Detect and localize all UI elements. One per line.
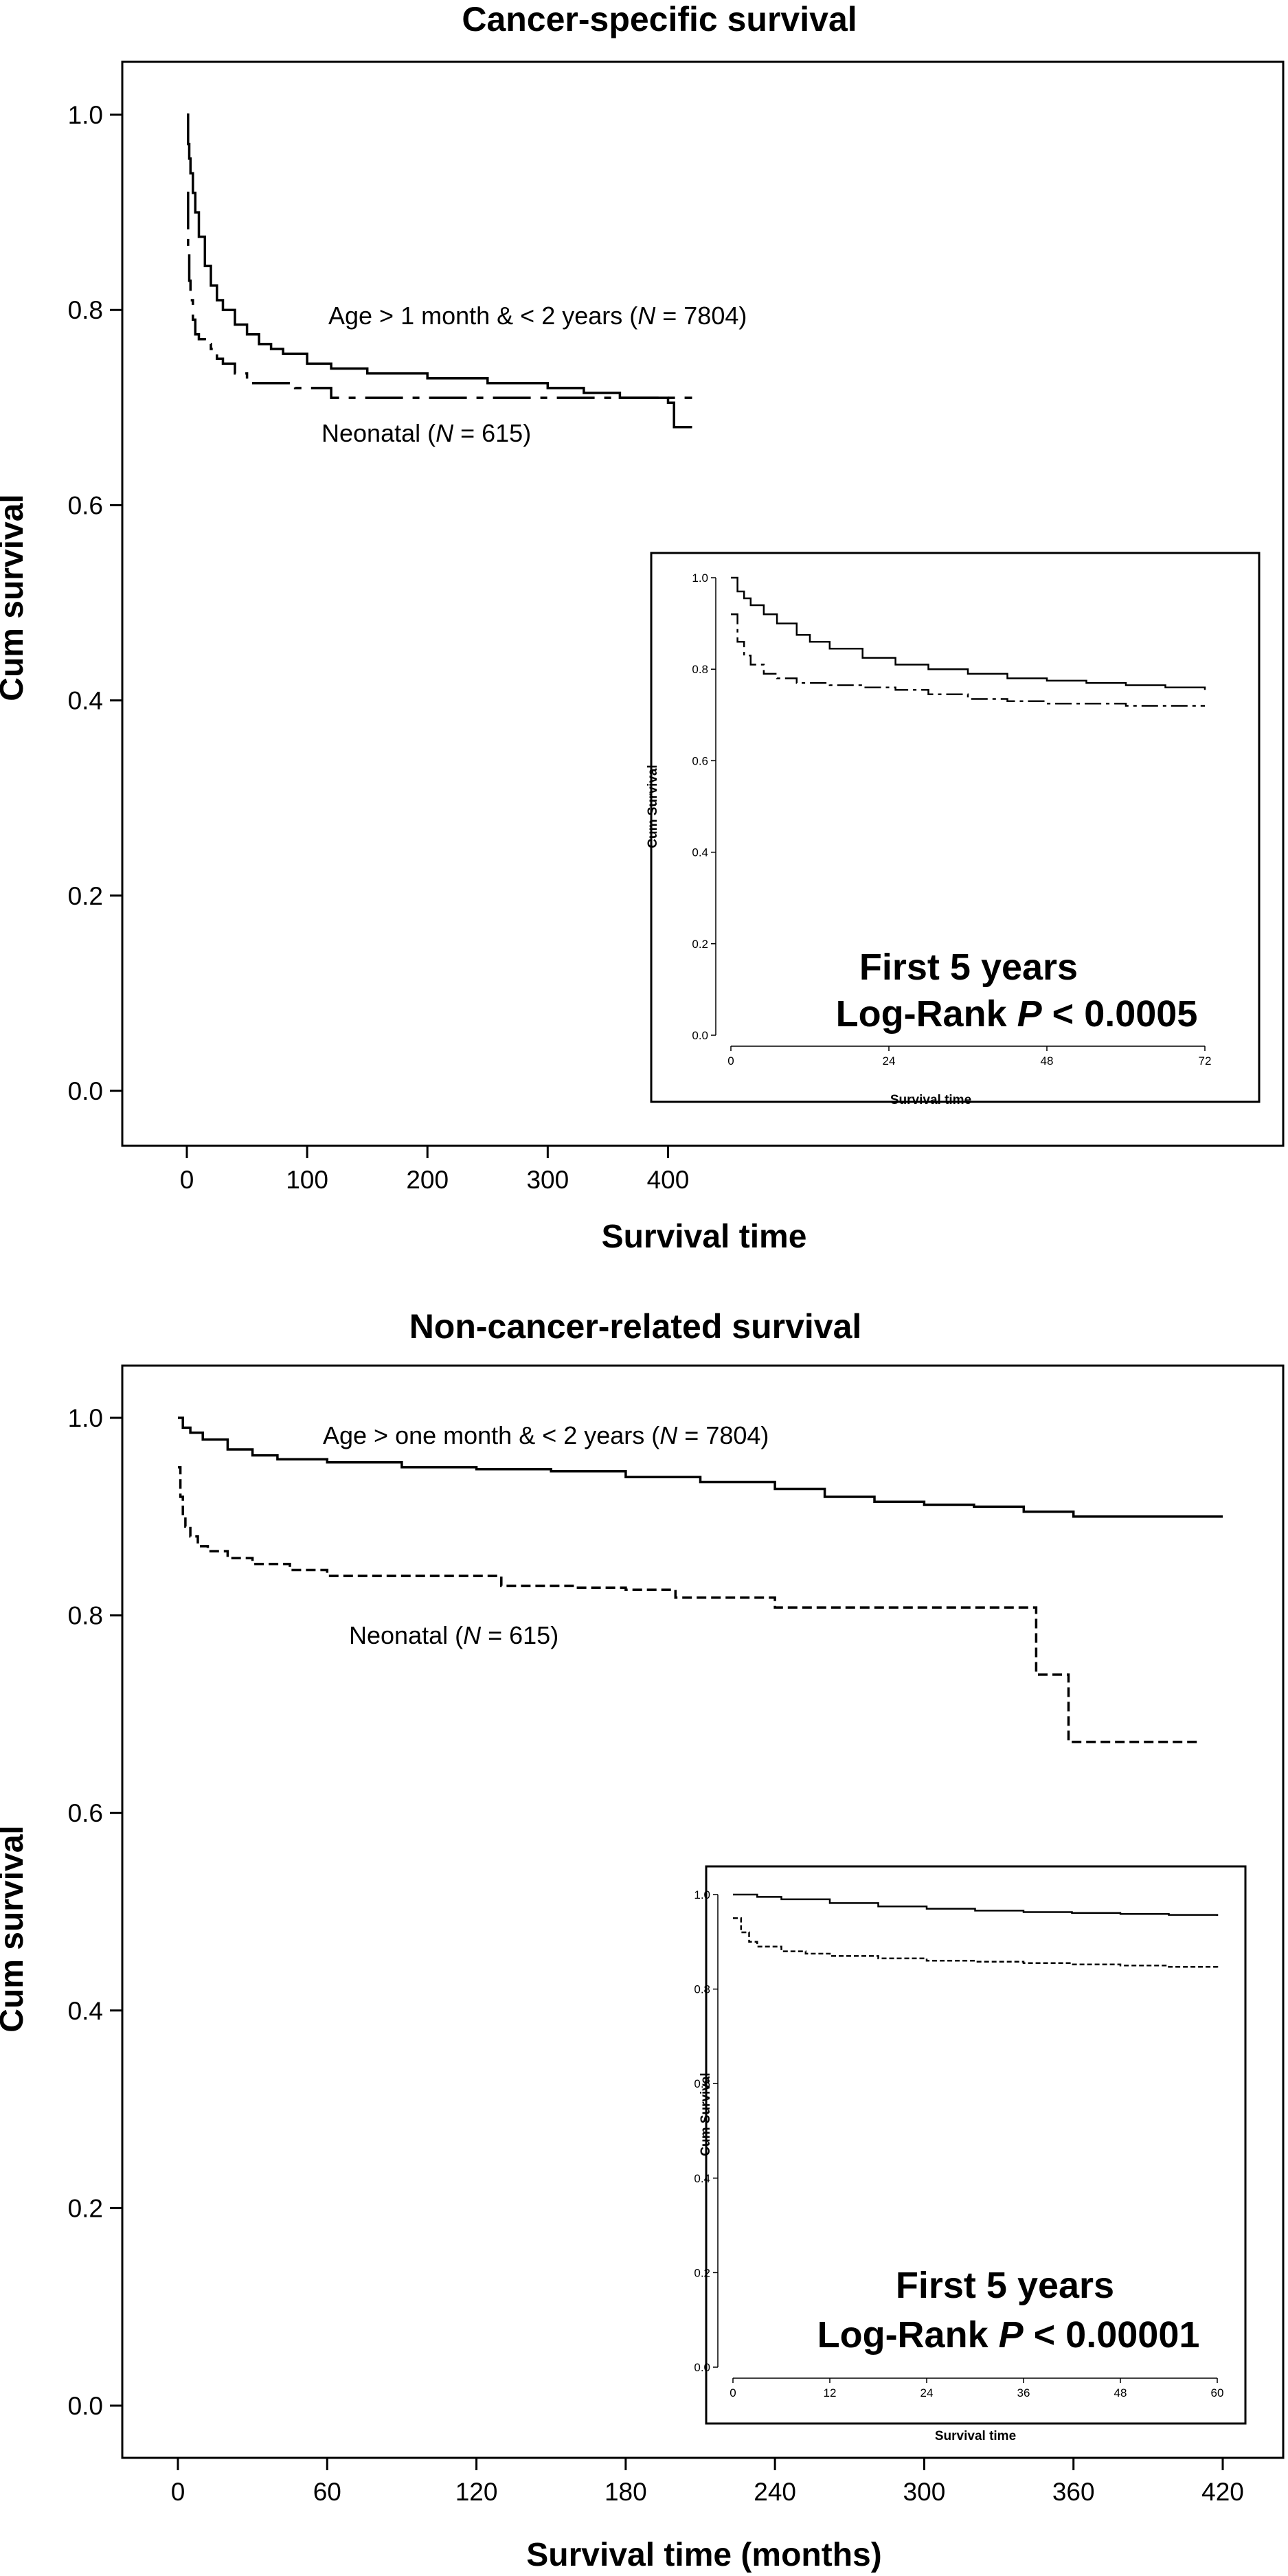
inset-series-line-1 — [731, 576, 1206, 690]
y-tick-label: 0.4 — [68, 1997, 103, 2025]
x-tick-label: 400 — [647, 1166, 690, 1194]
x-tick-label: 120 — [455, 2478, 498, 2506]
x-tick-label: 360 — [1052, 2478, 1095, 2506]
inset-y-tick-label: 0.6 — [692, 754, 708, 767]
inset-x-tick-label: 48 — [1114, 2386, 1127, 2399]
chart-panel-2: Non-cancer-related survival Survival time… — [0, 1307, 1285, 2573]
inset-x-tick-label: 48 — [1041, 1054, 1054, 1067]
y-tick-label: 0.8 — [68, 296, 103, 324]
inset-y-tick-label: 1.0 — [692, 572, 708, 585]
inset-y-tick-label: 0.2 — [694, 2266, 710, 2279]
y-axis-label: Cum survival — [0, 1825, 30, 2032]
x-tick-label: 300 — [526, 1166, 569, 1194]
y-tick-label: 0.2 — [68, 882, 103, 910]
series-line-1 — [187, 113, 692, 429]
series-annotation: Age > one month & < 2 years (N = 7804) — [323, 1421, 769, 1449]
inset-chart: 0.0 0.2 0.4 0.6 0.8 1.0 0 24 48 72 Survival time Cu… — [646, 552, 1261, 1107]
y-tick-label: 0.6 — [68, 491, 103, 519]
series-line-1 — [178, 1416, 1223, 1518]
inset-series-line-1 — [733, 1893, 1219, 1916]
inset-y-tick-label: 0.0 — [692, 1029, 708, 1042]
inset-y-tick-label: 0.8 — [694, 1983, 710, 1996]
inset-x-axis-label: Survival time — [935, 2429, 1016, 2443]
inset-y-tick-label: 0.4 — [692, 846, 708, 859]
y-tick-label: 1.0 — [68, 101, 103, 129]
series-annotation: Neonatal (N = 615) — [349, 1621, 558, 1649]
inset-note-title: First 5 years — [896, 2265, 1114, 2306]
inset-y-tick-label: 1.0 — [694, 1888, 710, 1901]
plot-frame — [121, 60, 1285, 1147]
inset-series-line-2 — [733, 1917, 1219, 1968]
inset-y-axis-label: Cum Survival — [646, 765, 660, 848]
inset-y-tick-label: 0.2 — [692, 938, 708, 951]
x-axis-label: Survival time (months) — [526, 2537, 881, 2573]
series-line-2 — [187, 191, 692, 399]
x-tick-label: 200 — [406, 1166, 449, 1194]
inset-frame — [650, 552, 1261, 1103]
inset-y-tick-label: 0.8 — [692, 663, 708, 676]
inset-x-tick-label: 24 — [883, 1054, 896, 1067]
x-axis-label: Survival time — [602, 1219, 807, 1255]
inset-note-logrank: Log-Rank P < 0.0005 — [836, 993, 1198, 1035]
y-axis-label: Cum survival — [0, 494, 30, 701]
inset-series-line-2 — [731, 613, 1205, 707]
inset-x-tick-label: 60 — [1211, 2386, 1224, 2399]
chart-title: Non-cancer-related survival — [409, 1307, 862, 1346]
series-line-2 — [178, 1466, 1198, 1743]
x-tick-label: 420 — [1201, 2478, 1244, 2506]
inset-x-tick-label: 0 — [730, 2386, 736, 2399]
inset-x-axis-label: Survival time — [890, 1093, 971, 1107]
x-tick-label: 0 — [180, 1166, 194, 1194]
chart-panel-1: Cancer-specific survival Survival time Cum… — [0, 0, 1285, 1255]
inset-frame — [705, 1865, 1247, 2425]
y-tick-label: 0.6 — [68, 1799, 103, 1827]
inset-y-axis-label: Cum Survival — [699, 2072, 713, 2156]
inset-note-logrank: Log-Rank P < 0.00001 — [817, 2314, 1200, 2355]
x-tick-label: 180 — [605, 2478, 647, 2506]
x-tick-label: 0 — [171, 2478, 185, 2506]
inset-x-tick-label: 12 — [824, 2386, 837, 2399]
x-tick-label: 100 — [286, 1166, 328, 1194]
y-tick-label: 0.4 — [68, 687, 103, 715]
inset-x-tick-label: 0 — [727, 1054, 734, 1067]
inset-x-tick-label: 36 — [1017, 2386, 1030, 2399]
y-tick-label: 0.0 — [68, 1077, 103, 1105]
y-tick-label: 1.0 — [68, 1404, 103, 1432]
y-tick-label: 0.8 — [68, 1602, 103, 1630]
x-tick-label: 240 — [754, 2478, 796, 2506]
series-annotation: Age > 1 month & < 2 years (N = 7804) — [328, 302, 747, 330]
inset-note-title: First 5 years — [859, 947, 1078, 988]
chart-title: Cancer-specific survival — [462, 0, 857, 38]
inset-x-tick-label: 72 — [1199, 1054, 1212, 1067]
plot-frame — [121, 1364, 1285, 2459]
y-tick-label: 0.2 — [68, 2194, 103, 2222]
x-tick-label: 300 — [903, 2478, 946, 2506]
inset-y-tick-label: 0.4 — [694, 2172, 710, 2185]
inset-x-tick-label: 24 — [920, 2386, 934, 2399]
inset-y-tick-label: 0.0 — [694, 2361, 710, 2374]
x-tick-label: 60 — [313, 2478, 341, 2506]
y-tick-label: 0.0 — [68, 2392, 103, 2420]
inset-y-tick-label: 0.6 — [694, 2077, 710, 2090]
inset-chart: 0.0 0.2 0.4 0.6 0.8 1.0 0 12 24 36 48 60 Survival ti… — [694, 1865, 1247, 2443]
series-annotation: Neonatal (N = 615) — [321, 419, 531, 447]
